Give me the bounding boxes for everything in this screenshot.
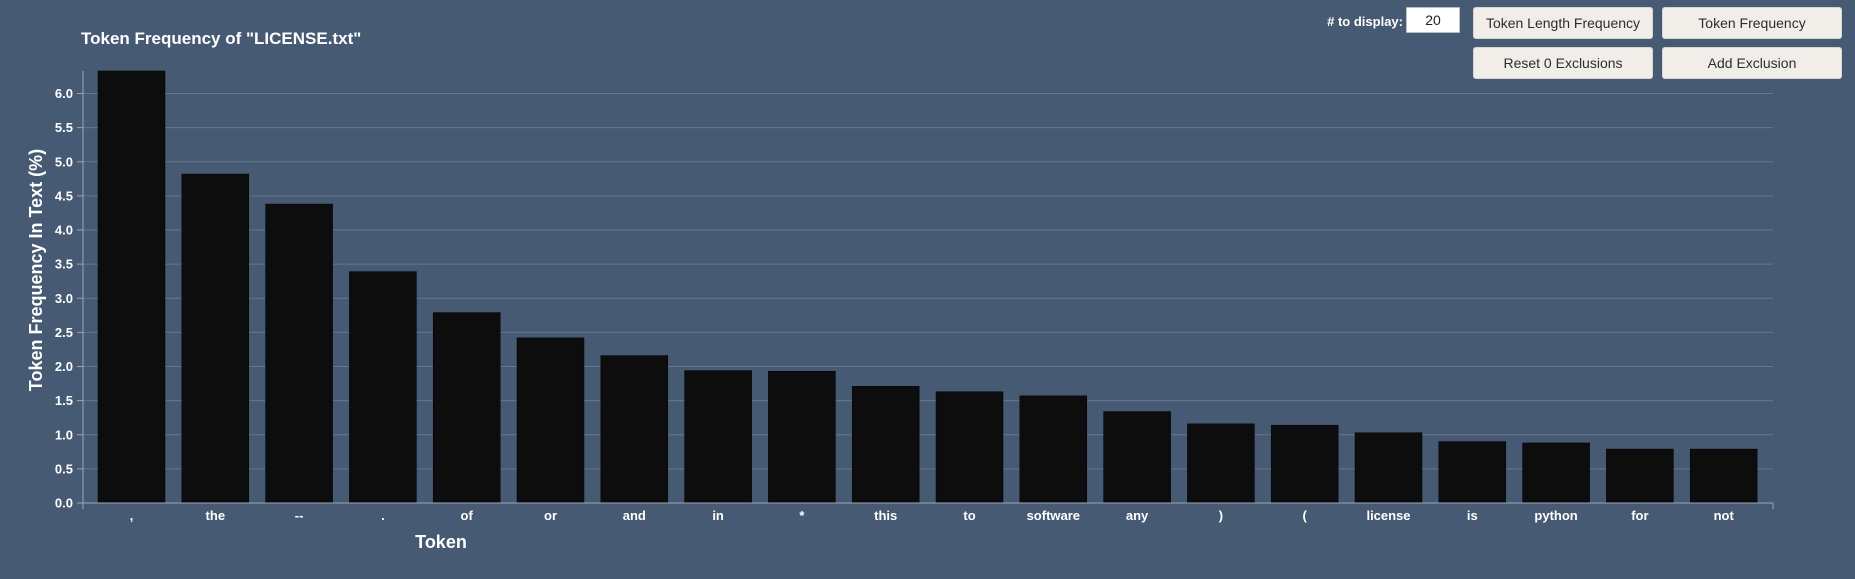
x-tick-label: any bbox=[1126, 508, 1149, 523]
y-tick-label: 0.5 bbox=[55, 461, 73, 476]
token-length-frequency-button[interactable]: Token Length Frequency bbox=[1473, 7, 1653, 39]
x-tick-label: to bbox=[963, 508, 975, 523]
y-tick-label: 4.5 bbox=[55, 188, 73, 203]
bar[interactable] bbox=[684, 370, 752, 504]
y-tick-labels: 0.0 0.5 1.0 1.5 2.0 2.5 3.0 3.5 4.0 4.5 5.0 5.5 6.0 bbox=[55, 86, 73, 511]
display-count-label: # to display: bbox=[1327, 14, 1403, 29]
y-tick-label: 2.0 bbox=[55, 359, 73, 374]
y-tick-label: 4.0 bbox=[55, 223, 73, 238]
x-tick-label: ( bbox=[1303, 508, 1308, 523]
display-count-input[interactable] bbox=[1406, 7, 1460, 33]
bar[interactable] bbox=[1270, 424, 1339, 504]
bar[interactable] bbox=[1606, 448, 1674, 504]
x-tick-label: or bbox=[544, 508, 557, 523]
x-tick-labels: , the --. of or and in * this to software any) ( lice… bbox=[130, 508, 1735, 523]
y-tick-label: 1.5 bbox=[55, 393, 73, 408]
x-tick-label: license bbox=[1366, 508, 1410, 523]
bar[interactable] bbox=[1689, 448, 1758, 504]
x-tick-label: the bbox=[206, 508, 226, 523]
x-tick-label: . bbox=[381, 508, 385, 523]
x-tick-label: * bbox=[799, 508, 805, 523]
bar[interactable] bbox=[600, 355, 669, 504]
add-exclusion-button[interactable]: Add Exclusion bbox=[1662, 47, 1842, 79]
x-tick-label: not bbox=[1714, 508, 1735, 523]
y-tick-label: 5.0 bbox=[55, 154, 73, 169]
y-tick-label: 1.0 bbox=[55, 427, 73, 442]
bar[interactable] bbox=[1522, 442, 1590, 504]
bar[interactable] bbox=[1354, 432, 1423, 504]
grid-lines bbox=[83, 93, 1773, 470]
y-tick-label: 6.0 bbox=[55, 86, 73, 101]
x-tick-label: is bbox=[1467, 508, 1478, 523]
x-tick-label: this bbox=[874, 508, 897, 523]
bar[interactable] bbox=[432, 312, 501, 504]
x-tick-label: ) bbox=[1219, 508, 1223, 523]
x-tick-label: of bbox=[461, 508, 474, 523]
bar[interactable] bbox=[851, 386, 920, 504]
bar[interactable] bbox=[349, 271, 417, 504]
reset-exclusions-button[interactable]: Reset 0 Exclusions bbox=[1473, 47, 1653, 79]
x-tick-label: -- bbox=[295, 508, 304, 523]
y-tick-label: 3.5 bbox=[55, 257, 73, 272]
x-tick-label: for bbox=[1631, 508, 1648, 523]
x-axis-title: Token bbox=[415, 532, 467, 552]
token-frequency-button[interactable]: Token Frequency bbox=[1662, 7, 1842, 39]
x-tick-label: , bbox=[130, 508, 134, 523]
y-tick-label: 2.5 bbox=[55, 325, 73, 340]
bar[interactable] bbox=[1103, 411, 1171, 504]
x-tick-label: in bbox=[712, 508, 724, 523]
bar[interactable] bbox=[1187, 423, 1255, 504]
bars bbox=[97, 70, 1758, 504]
x-tick-label: python bbox=[1534, 508, 1577, 523]
y-tick-label: 3.0 bbox=[55, 291, 73, 306]
bar[interactable] bbox=[181, 173, 250, 504]
chart-title: Token Frequency of "LICENSE.txt" bbox=[81, 29, 361, 48]
bar[interactable] bbox=[1438, 441, 1507, 504]
bar[interactable] bbox=[516, 337, 585, 504]
y-axis-title: Token Frequency In Text (%) bbox=[26, 149, 46, 391]
x-tick-label: and bbox=[623, 508, 646, 523]
bar[interactable] bbox=[97, 70, 166, 504]
bar[interactable] bbox=[1019, 395, 1088, 504]
axes bbox=[77, 70, 1774, 509]
bar[interactable] bbox=[265, 203, 333, 504]
bar[interactable] bbox=[768, 371, 836, 504]
y-tick-label: 5.5 bbox=[55, 120, 73, 135]
y-tick-label: 0.0 bbox=[55, 496, 73, 511]
x-tick-label: software bbox=[1027, 508, 1080, 523]
bar[interactable] bbox=[935, 391, 1004, 504]
